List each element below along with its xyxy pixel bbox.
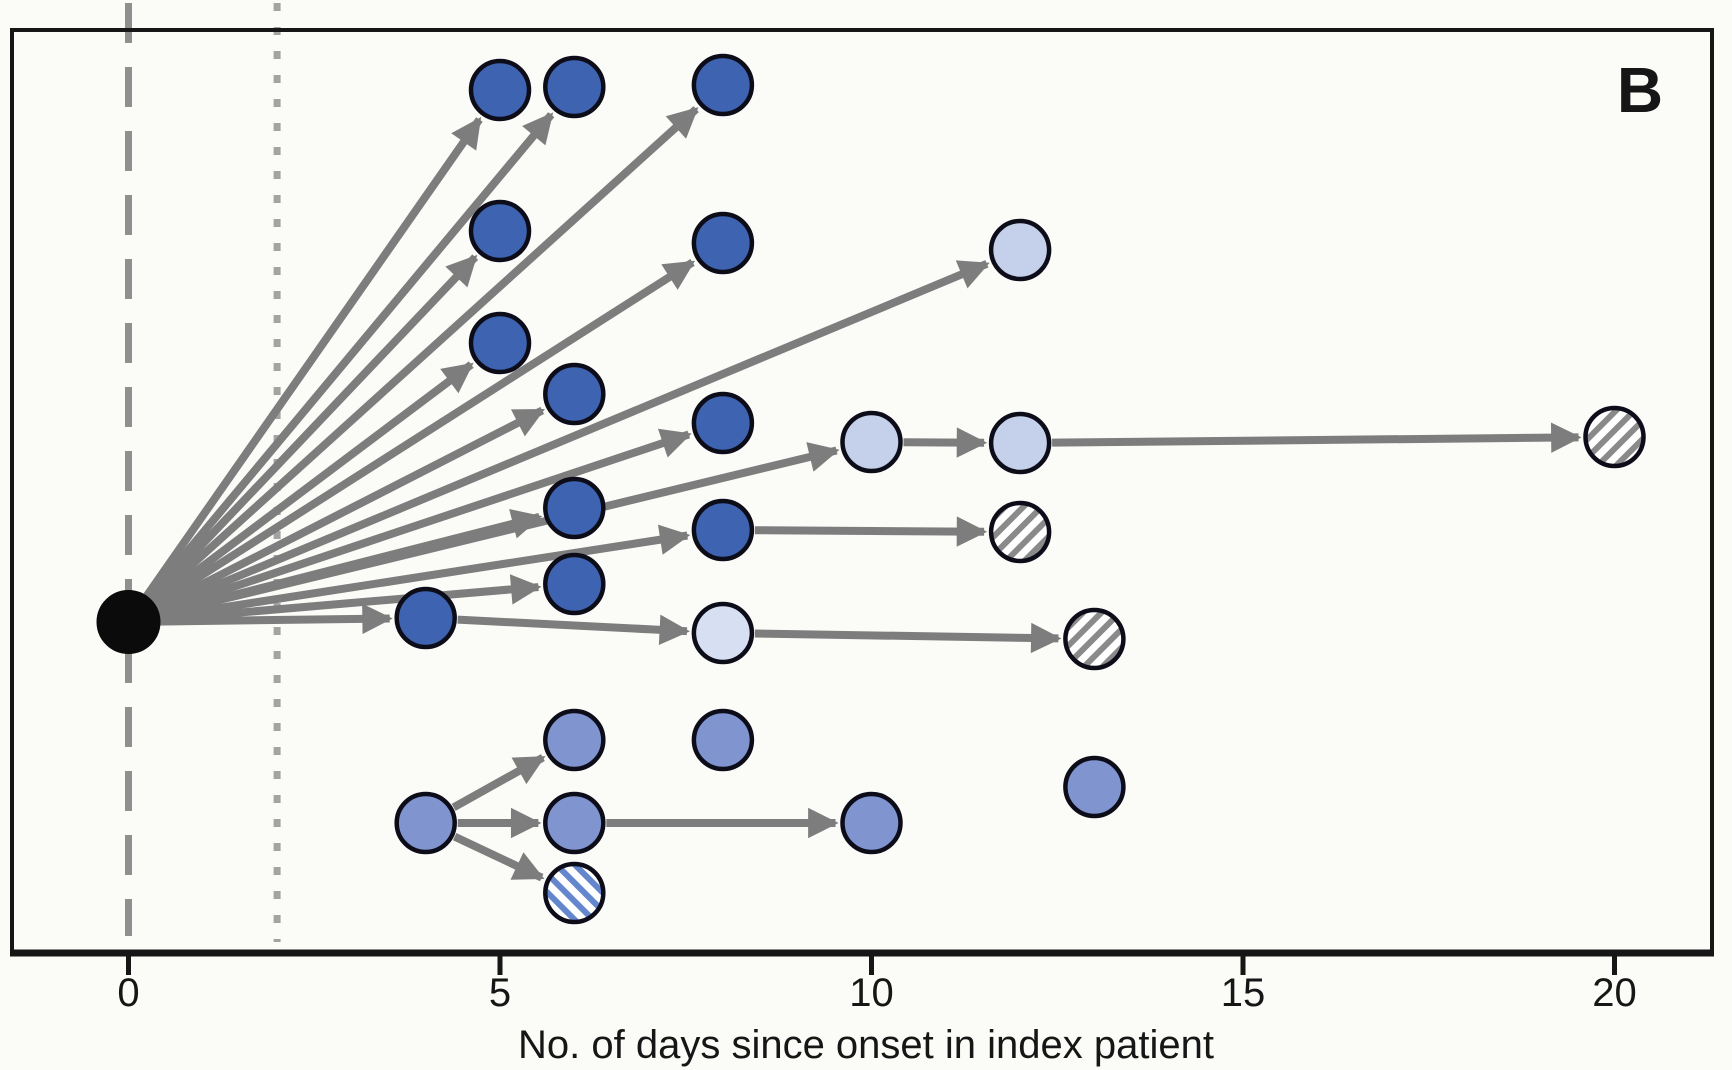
transmission-arrow-i0-i1 <box>451 754 546 811</box>
case-node-h3 <box>1063 607 1126 671</box>
panel-label: B <box>1617 54 1663 126</box>
transmission-arrow-index-b2 <box>126 258 696 626</box>
case-node-c1 <box>468 311 532 375</box>
case-node-a3 <box>691 53 755 117</box>
case-node-e2 <box>840 410 903 474</box>
transmission-arrow-index-e1 <box>127 428 692 626</box>
case-node-i1 <box>543 708 606 772</box>
case-node-e4 <box>1583 405 1646 469</box>
transmission-arrow-index-c1 <box>126 361 474 626</box>
case-node-g1 <box>543 552 606 616</box>
transmission-arrow-f2-f3 <box>754 516 988 547</box>
case-node-e3 <box>988 411 1052 475</box>
transmission-arrow-index-f2 <box>127 524 691 626</box>
transmission-arrow-index-a3 <box>125 106 699 625</box>
case-node-i4 <box>840 791 903 855</box>
transmission-arrow-index-a2 <box>125 112 555 625</box>
case-node-a2 <box>543 55 606 119</box>
transmission-arrow-i0-i5 <box>452 833 545 882</box>
case-node-i2 <box>691 708 755 772</box>
x-tick-label-0: 0 <box>117 971 139 1015</box>
transmission-arrow-h1-h2 <box>457 614 690 645</box>
transmission-arrow-index-a1 <box>125 117 483 625</box>
transmission-arrow-e3-e4 <box>1052 422 1582 453</box>
transmission-arrow-index-h1 <box>128 603 393 635</box>
transmission-arrow-index-b1 <box>125 254 479 625</box>
x-axis-ticks: 0 5 10 15 20 <box>117 953 1637 1015</box>
case-node-b2 <box>691 211 755 275</box>
case-node-f2 <box>691 498 755 562</box>
case-node-h2 <box>691 601 755 665</box>
transmission-arrow-h2-h3 <box>754 622 1062 654</box>
transmission-arrow-index-f1 <box>127 508 543 626</box>
case-node-a1 <box>468 58 532 122</box>
transmission-arrow-index-g1 <box>128 574 542 626</box>
plot-frame <box>10 28 1714 957</box>
case-node-b1 <box>468 199 532 263</box>
x-tick-label-10: 10 <box>849 971 894 1015</box>
case-node-i0 <box>394 791 457 855</box>
transmission-arrows <box>125 106 1582 882</box>
case-node-e1 <box>691 391 755 455</box>
case-node-i6 <box>1063 755 1126 819</box>
case-node-b3 <box>988 218 1052 282</box>
transmission-arrow-index-b3 <box>126 260 990 626</box>
case-node-i3 <box>543 791 606 855</box>
case-node-f3 <box>988 500 1052 564</box>
x-tick-label-5: 5 <box>489 971 511 1015</box>
case-node-f1 <box>543 476 606 540</box>
x-tick-label-15: 15 <box>1221 971 1266 1015</box>
transmission-arrow-e2-e3 <box>903 427 988 458</box>
case-node-d1 <box>543 362 606 426</box>
case-node-i5 <box>543 861 606 925</box>
transmission-arrow-index-d1 <box>126 406 545 626</box>
case-node-h1 <box>394 586 457 650</box>
index-patient-node <box>96 590 161 654</box>
x-axis-title: No. of days since onset in index patient <box>518 1023 1214 1067</box>
x-tick-label-20: 20 <box>1592 971 1637 1015</box>
case-nodes <box>96 53 1646 925</box>
reference-lines <box>125 3 281 942</box>
